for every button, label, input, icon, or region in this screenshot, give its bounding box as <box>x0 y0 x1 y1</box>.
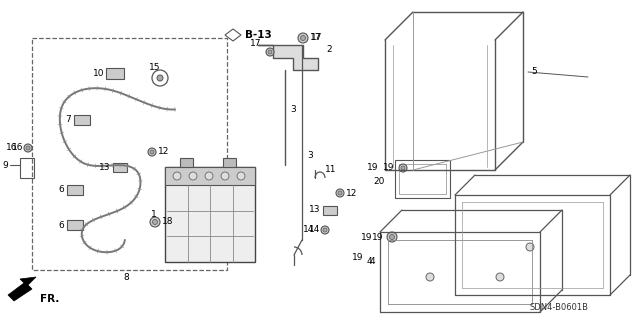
Text: SDN4-B0601B: SDN4-B0601B <box>530 303 589 313</box>
Text: 16: 16 <box>12 144 24 152</box>
Circle shape <box>323 228 327 232</box>
Text: 3: 3 <box>290 106 296 115</box>
Circle shape <box>173 172 181 180</box>
Circle shape <box>301 35 305 41</box>
Bar <box>323 205 337 214</box>
Circle shape <box>148 148 156 156</box>
Text: 10: 10 <box>93 69 105 78</box>
Circle shape <box>268 50 272 54</box>
Circle shape <box>321 226 329 234</box>
Bar <box>395 160 450 198</box>
Text: 12: 12 <box>346 189 357 197</box>
Circle shape <box>336 189 344 197</box>
Circle shape <box>205 172 213 180</box>
Text: 12: 12 <box>158 147 170 157</box>
Text: 18: 18 <box>162 218 173 226</box>
Text: 16: 16 <box>6 144 18 152</box>
Text: 4: 4 <box>370 257 376 266</box>
Bar <box>165 167 255 262</box>
Text: 19: 19 <box>352 253 364 262</box>
Text: 5: 5 <box>531 68 537 77</box>
Circle shape <box>189 172 197 180</box>
Text: 17: 17 <box>310 33 321 42</box>
Text: 6: 6 <box>58 186 64 195</box>
Text: 15: 15 <box>149 63 161 72</box>
Circle shape <box>24 144 32 152</box>
Text: 19: 19 <box>372 233 383 241</box>
Text: 13: 13 <box>99 162 111 172</box>
Text: FR.: FR. <box>40 294 60 304</box>
Bar <box>67 220 83 230</box>
Circle shape <box>26 146 30 150</box>
Bar <box>113 162 127 172</box>
Bar <box>399 164 446 194</box>
Text: 19: 19 <box>367 164 379 173</box>
Circle shape <box>526 243 534 251</box>
Circle shape <box>298 33 308 43</box>
Circle shape <box>152 219 157 225</box>
Text: 7: 7 <box>65 115 71 124</box>
Text: 3: 3 <box>307 151 313 160</box>
Bar <box>223 158 236 167</box>
Text: 6: 6 <box>58 220 64 229</box>
Circle shape <box>150 150 154 154</box>
Circle shape <box>157 75 163 81</box>
Bar <box>32 38 227 270</box>
Text: 19: 19 <box>383 164 394 173</box>
Circle shape <box>150 217 160 227</box>
Text: 4: 4 <box>366 257 372 266</box>
Circle shape <box>387 232 397 242</box>
Text: 2: 2 <box>326 46 332 55</box>
Circle shape <box>399 164 407 172</box>
Text: 11: 11 <box>325 166 337 174</box>
Circle shape <box>237 172 245 180</box>
Polygon shape <box>258 45 318 70</box>
Bar <box>67 185 83 195</box>
Bar <box>74 115 90 125</box>
Circle shape <box>390 234 394 240</box>
Text: 9: 9 <box>3 160 8 169</box>
Circle shape <box>401 166 405 170</box>
Circle shape <box>221 172 229 180</box>
Text: 8: 8 <box>124 273 129 283</box>
Circle shape <box>426 273 434 281</box>
Text: 13: 13 <box>309 205 321 214</box>
Circle shape <box>266 48 274 56</box>
Text: 1: 1 <box>151 210 157 219</box>
Bar <box>106 68 124 78</box>
Circle shape <box>338 191 342 195</box>
Polygon shape <box>8 277 36 301</box>
Circle shape <box>496 273 504 281</box>
Text: 14: 14 <box>303 226 315 234</box>
Text: B-13: B-13 <box>245 30 272 40</box>
Text: 20: 20 <box>374 177 385 187</box>
Bar <box>165 167 255 185</box>
Text: 17: 17 <box>311 33 323 42</box>
Text: 14: 14 <box>309 226 321 234</box>
Text: 19: 19 <box>360 233 372 241</box>
Bar <box>180 158 193 167</box>
Text: 17: 17 <box>250 40 262 48</box>
Bar <box>20 158 34 178</box>
